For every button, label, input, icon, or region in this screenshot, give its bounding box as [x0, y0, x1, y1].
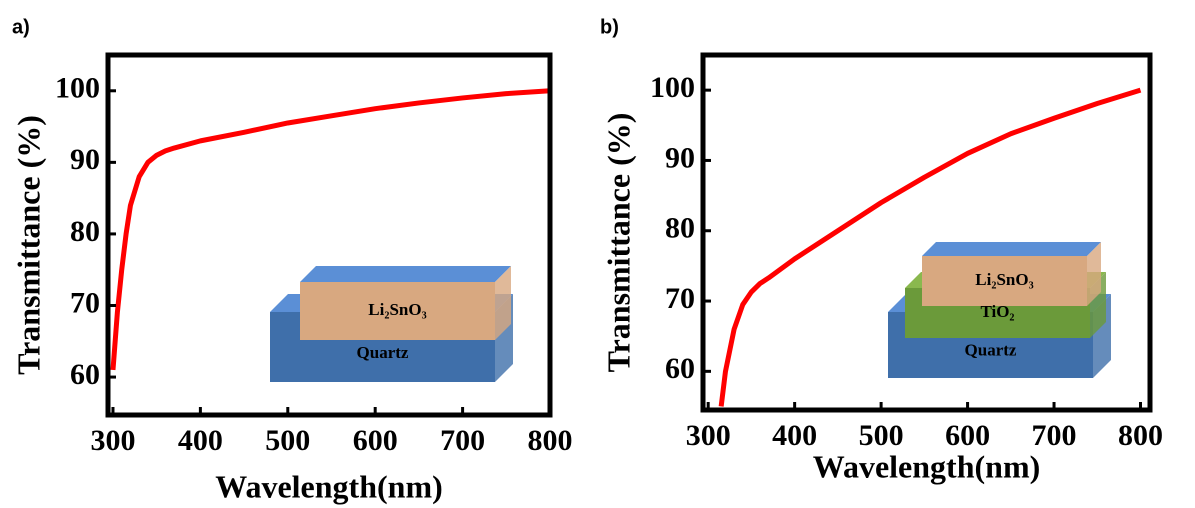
- y-tick-label: 100: [650, 71, 695, 104]
- x-tick-label: 500: [265, 424, 310, 457]
- x-tick-label: 700: [440, 424, 485, 457]
- y-tick-label: 60: [70, 358, 100, 391]
- inset-label: Quartz: [357, 343, 409, 362]
- y-axis-label: Transmittance (%): [600, 113, 636, 373]
- y-tick-label: 80: [70, 215, 100, 248]
- figure: a) Li₂SnO₃ Quartz 300 400 500 600 700 800 60 70 80 9…: [0, 0, 1195, 508]
- inset-label: Li₂SnO₃: [368, 300, 426, 319]
- x-tick-label: 700: [1032, 419, 1077, 452]
- x-tick-label: 400: [772, 419, 817, 452]
- inset-top: [300, 266, 511, 282]
- y-tick-label: 60: [665, 352, 695, 385]
- x-tick-label: 600: [353, 424, 398, 457]
- inset-top: [922, 242, 1101, 256]
- x-tick-label: 800: [528, 424, 573, 457]
- x-tick-label: 800: [1118, 419, 1163, 452]
- inset-label: TiO₂: [980, 302, 1014, 321]
- y-tick-label: 90: [665, 141, 695, 174]
- y-tick-label: 70: [665, 282, 695, 315]
- x-axis-label: Wavelength(nm): [813, 448, 1041, 484]
- inset-label: Li₂SnO₃: [975, 270, 1033, 289]
- panel-label: a): [12, 16, 30, 38]
- y-tick-label: 100: [55, 72, 100, 105]
- x-tick-label: 500: [859, 419, 904, 452]
- x-tick-label: 600: [945, 419, 990, 452]
- y-tick-label: 80: [665, 212, 695, 245]
- x-tick-label: 300: [686, 419, 731, 452]
- x-tick-label: 300: [90, 424, 135, 457]
- panel-label: b): [600, 16, 619, 38]
- x-tick-label: 400: [178, 424, 223, 457]
- y-axis-label: Transmittance (%): [10, 115, 46, 375]
- y-tick-label: 70: [70, 286, 100, 319]
- x-axis-label: Wavelength(nm): [215, 468, 443, 504]
- y-tick-label: 90: [70, 143, 100, 176]
- inset-label: Quartz: [965, 341, 1017, 360]
